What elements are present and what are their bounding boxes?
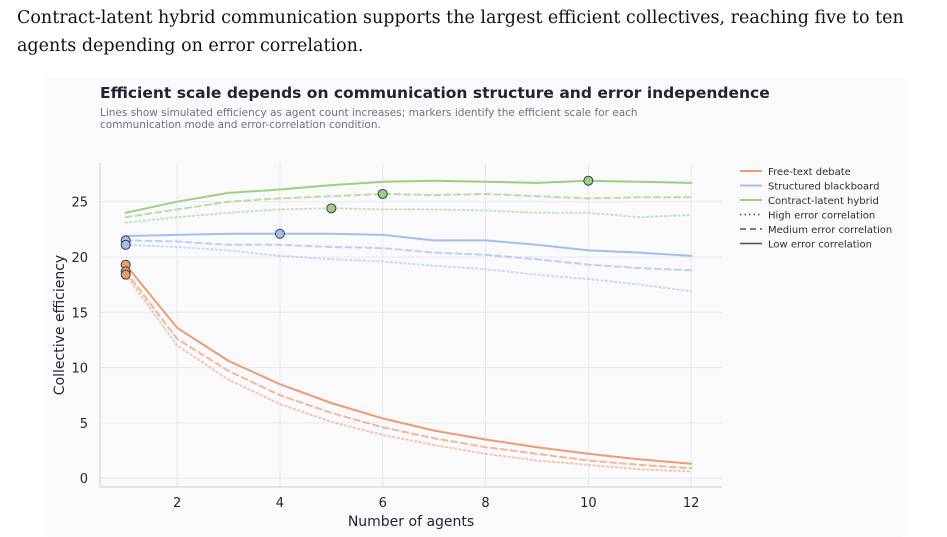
legend-label: Medium error correlation <box>768 225 892 236</box>
efficient-scale-marker <box>274 228 285 239</box>
series-line-contract-latent-hybridmedium <box>124 193 693 219</box>
chart-subtitle: Lines show simulated efficiency as agent… <box>100 107 638 131</box>
legend-label: Low error correlation <box>768 240 872 251</box>
legend-label: Structured blackboard <box>768 182 879 193</box>
y-tick-label: 25 <box>71 196 88 211</box>
x-tick-label: 2 <box>173 496 181 511</box>
efficient-scale-marker <box>377 188 388 199</box>
legend-label: High error correlation <box>768 211 875 222</box>
series-line-structured-blackboardmedium <box>124 239 693 272</box>
efficient-scale-marker <box>326 203 337 214</box>
legend-label: Free-text debate <box>768 167 851 178</box>
series-line-contract-latent-hybridhigh <box>124 207 693 224</box>
chart-panel <box>45 77 905 537</box>
y-tick-label: 20 <box>71 251 88 266</box>
series-line-contract-latent-hybridlow <box>124 179 693 214</box>
y-tick-label: 15 <box>71 306 88 321</box>
x-axis-label: Number of agents <box>348 514 474 530</box>
chart-axes: 0 5 10 15 20 25 2 4 6 8 10 12 <box>71 163 722 511</box>
x-tick-label: 8 <box>481 496 489 511</box>
x-tick-label: 6 <box>379 496 387 511</box>
chart-title: Efficient scale depends on communication… <box>100 84 770 102</box>
y-tick-label: 10 <box>71 362 88 377</box>
efficient-scale-markers <box>120 175 594 280</box>
series-line-free-text-debatemedium <box>124 270 693 470</box>
chart-grid <box>100 163 722 487</box>
series-line-free-text-debatelow <box>124 263 693 465</box>
legend-label: Contract-latent hybrid <box>768 196 879 207</box>
series-line-structured-blackboardlow <box>124 232 693 257</box>
figure-caption: Contract-latent hybrid communication sup… <box>17 8 904 56</box>
efficient-scale-marker <box>120 269 131 280</box>
y-axis-label: Collective efficiency <box>52 255 68 395</box>
x-tick-label: 10 <box>580 496 597 511</box>
y-tick-label: 5 <box>80 417 88 432</box>
x-tick-label: 4 <box>276 496 284 511</box>
chart-legend: Free-text debate Structured blackboard Con… <box>740 167 892 251</box>
series-lines <box>124 179 693 473</box>
y-tick-label: 0 <box>80 472 88 487</box>
series-line-structured-blackboardhigh <box>124 243 693 293</box>
x-tick-label: 12 <box>683 496 700 511</box>
efficient-scale-marker <box>583 175 594 186</box>
efficient-scale-marker <box>120 239 131 250</box>
series-line-free-text-debatehigh <box>124 273 693 473</box>
